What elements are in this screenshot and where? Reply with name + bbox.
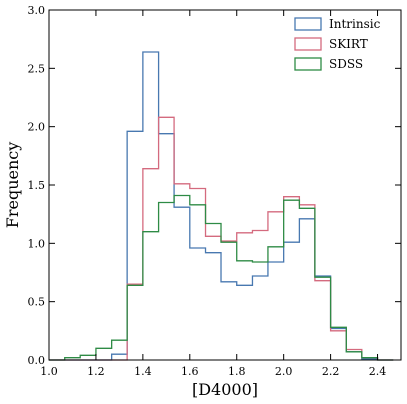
x-tick-label: 2.0	[275, 365, 293, 378]
y-tick-label: 1.0	[28, 237, 46, 250]
legend-swatch	[294, 17, 322, 31]
x-tick-label: 1.4	[134, 365, 152, 378]
series-layer	[49, 51, 394, 361]
x-tick-label: 1.2	[87, 365, 105, 378]
ticks-layer: 1.0 1.2 1.4 1.6 1.8 2.0 2.2 2.4 0.0 0.5 1.0 1.5 2.0 2…	[28, 4, 401, 378]
y-tick-label: 0.5	[28, 296, 46, 309]
legend: Intrinsic SKIRT SDSS	[294, 17, 381, 71]
x-tick-label: 1.6	[181, 365, 199, 378]
y-tick-label: 1.5	[28, 179, 46, 192]
x-axis-label: [D4000]	[192, 380, 258, 399]
x-tick-label: 2.4	[369, 365, 387, 378]
y-tick-label: 2.5	[28, 62, 46, 75]
series-sdss-step	[49, 194, 394, 361]
legend-swatch	[294, 57, 322, 71]
x-tick-label: 1.8	[228, 365, 246, 378]
legend-label: Intrinsic	[329, 17, 381, 31]
y-tick-label: 2.0	[28, 121, 46, 134]
y-axis-label: Frequency	[3, 142, 22, 229]
x-tick-label: 1.0	[40, 365, 58, 378]
y-tick-label: 0.0	[28, 354, 46, 367]
y-tick-label: 3.0	[28, 4, 46, 17]
legend-label: SDSS	[329, 57, 363, 71]
series-skirt-step	[49, 116, 394, 361]
legend-swatch	[294, 37, 322, 51]
series-intrinsic-step	[49, 51, 394, 361]
legend-label: SKIRT	[329, 37, 368, 51]
x-tick-label: 2.2	[322, 365, 340, 378]
